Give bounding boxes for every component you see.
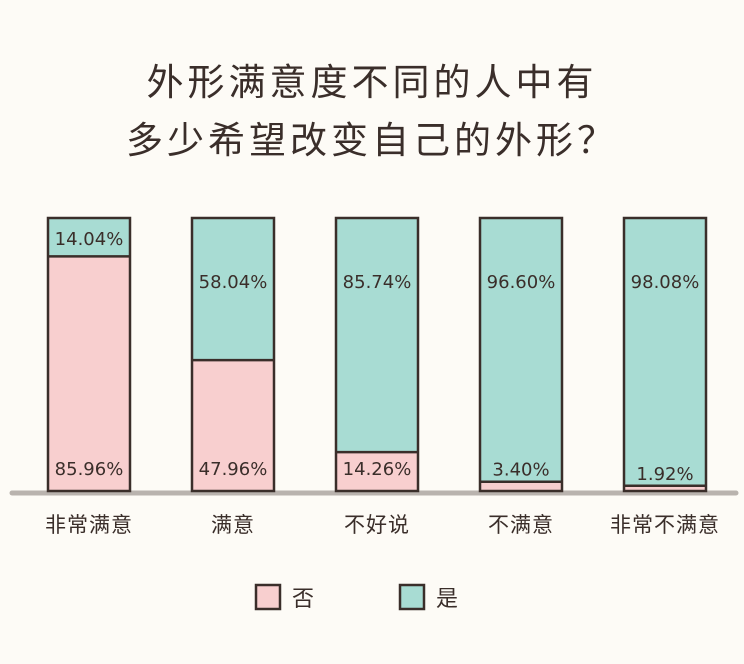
data-label-no: 47.96%	[199, 459, 268, 480]
chart-title-line-1: 外形满意度不同的人中有	[146, 61, 598, 104]
legend-label-no: 否	[292, 587, 314, 612]
bar-segment-yes	[480, 218, 562, 482]
data-label-yes: 98.08%	[631, 272, 700, 293]
category-label: 满意	[211, 513, 255, 537]
data-label-no: 14.26%	[343, 459, 412, 480]
bar-segment-no	[624, 485, 706, 491]
category-label: 非常满意	[45, 513, 133, 537]
data-label-no: 85.96%	[55, 459, 124, 480]
bar-segment-no	[48, 256, 130, 491]
bar-segment-yes	[48, 218, 130, 257]
legend-swatch-no	[254, 583, 282, 611]
legend-swatch-yes	[398, 583, 426, 611]
category-label: 不满意	[488, 513, 554, 537]
bar-segment-no	[336, 452, 418, 491]
bar-segment-yes	[624, 218, 706, 486]
chart-title-line-2: 多少希望改变自己的外形？	[126, 119, 618, 162]
data-label-yes: 96.60%	[487, 272, 556, 293]
category-label: 非常不满意	[610, 513, 720, 537]
data-label-yes: 85.74%	[343, 272, 412, 293]
data-label-no: 1.92%	[636, 464, 693, 485]
bar-outline	[334, 216, 420, 493]
bar-segment-no	[480, 481, 562, 491]
data-label-yes: 14.04%	[55, 229, 124, 250]
category-label: 不好说	[344, 513, 410, 537]
bar-outline	[190, 216, 276, 493]
legend-label-yes: 是	[436, 587, 458, 612]
data-label-no: 3.40%	[492, 460, 549, 481]
data-label-yes: 58.04%	[199, 272, 268, 293]
bar-segment-yes	[192, 218, 274, 361]
bar-segment-yes	[336, 218, 418, 453]
bar-outline	[478, 216, 564, 493]
bar-outline	[46, 216, 132, 493]
bar-segment-no	[192, 360, 274, 491]
bar-outline	[622, 216, 708, 493]
